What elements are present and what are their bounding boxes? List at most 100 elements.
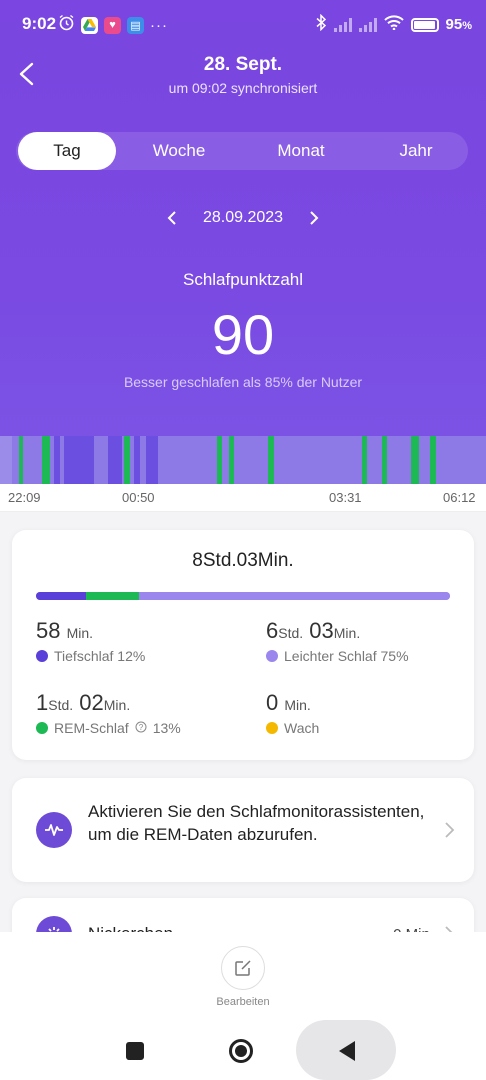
alarm-icon (58, 14, 75, 36)
total-sleep-duration: 8Std.03Min. (192, 550, 294, 571)
edit-button[interactable] (221, 946, 265, 990)
deep-sleep-value: 58 (36, 618, 61, 643)
rem-sleep-minutes: 02 (79, 690, 104, 715)
light-sleep-hours-unit: Std. (278, 625, 304, 641)
timeline-axis: 22:09 00:50 03:31 06:12 (0, 484, 486, 512)
rem-sleep-hours: 1 (36, 690, 49, 715)
edit-icon (235, 960, 251, 976)
timeline-tick: 06:12 (443, 490, 476, 505)
timeline-deep-segment (108, 436, 122, 484)
sync-status: um 09:02 synchronisiert (168, 80, 318, 96)
chevron-right-icon (445, 822, 455, 838)
rem-assistant-card[interactable]: Aktivieren Sie den Schlafmonitorassisten… (12, 778, 474, 882)
sleep-hero: 9:02 ♥ ▤ ··· 95% 28. Sept. (0, 0, 486, 484)
awake-stat: 0 Min. Wach (266, 690, 466, 736)
current-date: 28.09.2023 (202, 209, 284, 226)
timeline-deep-segment (64, 436, 94, 484)
timeline-deep-segment (54, 436, 60, 484)
timeline-rem-segment (124, 436, 130, 484)
status-bar: 9:02 ♥ ▤ ··· 95% (0, 0, 486, 46)
message-app-icon: ▤ (127, 16, 144, 34)
sleep-distribution-bar (36, 592, 450, 600)
home-button[interactable] (229, 1039, 253, 1063)
light-sleep-stat: 6Std. 03Min. Leichter Schlaf 75% (266, 618, 466, 664)
score-label: Schlafpunktzahl (182, 270, 304, 289)
awake-dot (266, 722, 278, 734)
deep-sleep-unit: Min. (66, 625, 94, 641)
timeline-rem-segment (19, 436, 23, 484)
next-day-button[interactable] (307, 206, 321, 230)
help-icon[interactable]: ? (135, 720, 147, 736)
timeline-rem-segment (411, 436, 419, 484)
sleep-summary-card: 8Std.03Min. 58 Min. Tiefschlaf 12% 6Std.… (12, 530, 474, 760)
timeline-tick: 22:09 (8, 490, 41, 505)
chevron-left-icon (19, 62, 34, 86)
timeline-deep-segment (146, 436, 158, 484)
drive-app-icon (81, 16, 98, 34)
page-title: 28. Sept. (203, 54, 283, 75)
tab-month[interactable]: Monat (277, 141, 325, 160)
back-nav-button[interactable] (338, 1040, 356, 1067)
chevron-right-icon (310, 211, 319, 225)
awake-label: Wach (284, 720, 320, 736)
score-comparison: Besser geschlafen als 85% der Nutzer (123, 374, 363, 390)
previous-day-button[interactable] (165, 206, 179, 230)
notification-icons: ♥ ▤ ··· (58, 14, 168, 36)
timeline-rem-segment (382, 436, 387, 484)
edit-label: Bearbeiten (216, 996, 270, 1008)
more-notifications-icon: ··· (150, 16, 168, 34)
recents-button[interactable] (126, 1042, 144, 1060)
awake-unit: Min. (284, 697, 311, 713)
timeline-light-segment (0, 436, 12, 484)
deep-sleep-dot (36, 650, 48, 662)
battery-level: 95% (445, 16, 472, 33)
timeline-rem-segment (229, 436, 234, 484)
deep-sleep-label: Tiefschlaf 12% (54, 648, 146, 664)
status-time: 9:02 (22, 14, 57, 33)
bottom-panel: Bearbeiten (0, 932, 486, 1080)
rem-sleep-minutes-unit: Min. (103, 697, 131, 713)
triangle-back-icon (339, 1041, 355, 1061)
timeline-rem-segment (217, 436, 222, 484)
bluetooth-icon (316, 13, 327, 35)
battery-icon (410, 17, 439, 32)
app-notification-icon: ♥ (104, 16, 121, 34)
wifi-icon (383, 15, 404, 34)
tab-year[interactable]: Jahr (399, 141, 433, 160)
rem-sleep-hours-unit: Std. (48, 697, 74, 713)
sleep-stage-timeline (0, 436, 486, 484)
light-sleep-hours: 6 (266, 618, 279, 643)
light-sleep-minutes-unit: Min. (333, 625, 361, 641)
rem-sleep-dot (36, 722, 48, 734)
signal-icon-2 (358, 17, 377, 32)
timeline-rem-segment (268, 436, 274, 484)
light-sleep-label: Leichter Schlaf 75% (284, 648, 409, 664)
date-navigator: 28.09.2023 (0, 206, 486, 230)
signal-icon (333, 17, 352, 32)
home-dot (235, 1045, 247, 1057)
deep-sleep-stat: 58 Min. Tiefschlaf 12% (36, 618, 236, 664)
rem-assistant-text: Aktivieren Sie den Schlafmonitorassisten… (88, 802, 425, 844)
tab-week[interactable]: Woche (152, 141, 206, 160)
distribution-deep (36, 592, 86, 600)
timeline-rem-segment (430, 436, 436, 484)
status-right: 95% (316, 13, 472, 35)
timeline-tick: 00:50 (122, 490, 155, 505)
light-sleep-dot (266, 650, 278, 662)
light-sleep-minutes: 03 (309, 618, 334, 643)
back-button[interactable] (12, 56, 42, 92)
awake-value: 0 (266, 690, 279, 715)
rem-sleep-label: REM-Schlaf (54, 720, 129, 736)
timeline-deep-segment (134, 436, 140, 484)
timeline-rem-segment (362, 436, 367, 484)
tab-day[interactable]: Tag (18, 132, 116, 170)
heartbeat-icon (36, 812, 72, 848)
distribution-light (139, 592, 450, 600)
timeline-tick: 03:31 (329, 490, 362, 505)
score-value: 90 (211, 303, 275, 366)
timeline-rem-segment (42, 436, 50, 484)
rem-sleep-stat: 1Std. 02Min. REM-Schlaf ? 13% (36, 690, 236, 736)
period-tabs: Tag Woche Monat Jahr (16, 132, 468, 170)
rem-sleep-percent: 13% (152, 720, 181, 736)
svg-text:?: ? (138, 723, 143, 732)
